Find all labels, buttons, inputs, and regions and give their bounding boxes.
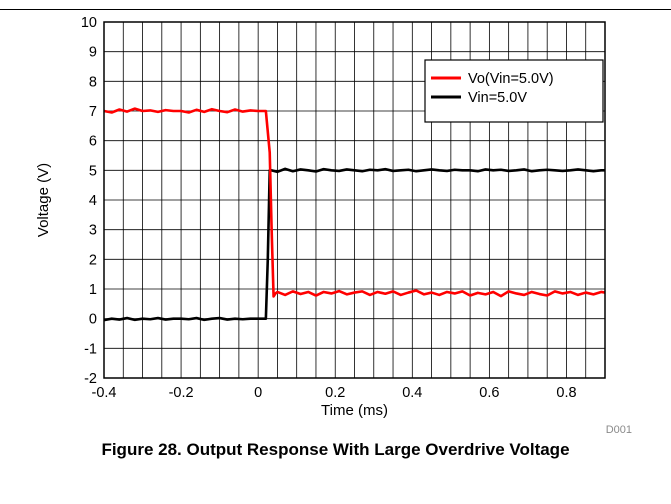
legend: Vo(Vin=5.0V) Vin=5.0V	[424, 59, 604, 123]
x-tick-label: 0.6	[479, 385, 499, 401]
y-tick-label: 7	[89, 104, 97, 120]
top-rule	[0, 9, 671, 10]
legend-label: Vin=5.0V	[468, 90, 527, 106]
y-tick-label: 2	[89, 252, 97, 268]
y-tick-label: -1	[84, 341, 97, 357]
chart-series	[103, 107, 606, 322]
legend-box	[424, 59, 604, 123]
x-axis-title: Time (ms)	[321, 402, 388, 419]
series-line-1	[103, 167, 605, 322]
series-line-0	[103, 107, 606, 298]
x-tick-label: 0.2	[325, 385, 345, 401]
x-tick-label: 0.4	[402, 385, 422, 401]
x-tick-label: 0	[254, 385, 262, 401]
legend-label: Vo(Vin=5.0V)	[468, 71, 554, 87]
y-tick-label: -2	[84, 371, 97, 387]
y-tick-label: 1	[89, 282, 97, 298]
y-tick-label: 10	[81, 15, 97, 31]
x-tick-label: -0.2	[169, 385, 194, 401]
y-tick-label: 5	[89, 163, 97, 179]
y-tick-labels: -2 -1 0 1 2 3 4 5 6 7 8 9 10	[81, 15, 97, 387]
y-tick-label: 8	[89, 74, 97, 90]
x-tick-label: 0.8	[556, 385, 576, 401]
y-tick-label: 6	[89, 134, 97, 150]
y-axis-title: Voltage (V)	[35, 163, 52, 237]
y-tick-label: 9	[89, 45, 97, 61]
x-tick-label: -0.4	[92, 385, 117, 401]
figure-id: D001	[606, 424, 632, 436]
y-tick-label: 4	[89, 193, 97, 209]
x-tick-labels: -0.4 -0.2 0 0.2 0.4 0.6 0.8	[92, 385, 577, 401]
figure-caption: Figure 28. Output Response With Large Ov…	[101, 440, 570, 459]
plot-frame	[103, 21, 606, 379]
y-tick-label: 0	[89, 312, 97, 328]
chart: -2 -1 0 1 2 3 4 5 6 7 8 9 10 -0.4 -0.2 0 0.2 0.4 0.6 0.8 T…	[35, 15, 632, 436]
y-tick-label: 3	[89, 223, 97, 239]
